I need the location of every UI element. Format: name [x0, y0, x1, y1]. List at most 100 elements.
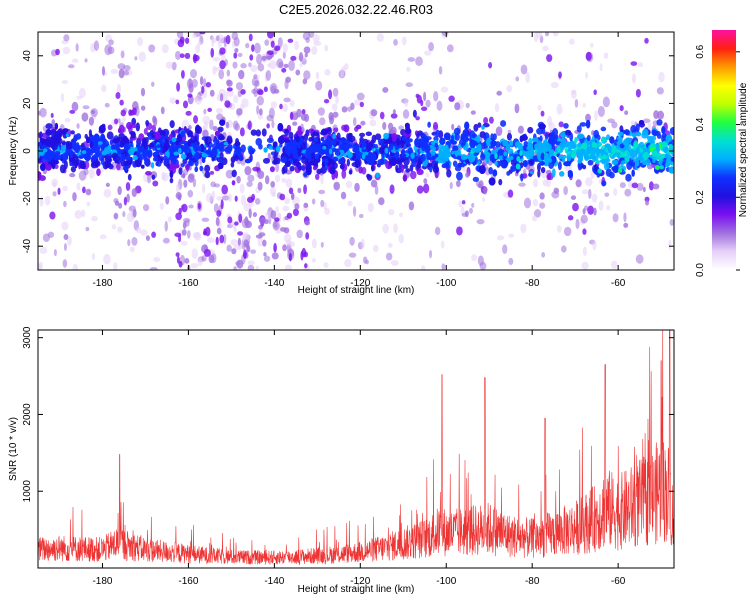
heatmap-cell — [507, 129, 512, 134]
heatmap-cell — [302, 78, 308, 85]
heatmap-cell — [561, 245, 567, 253]
heatmap-cell — [593, 89, 597, 96]
heatmap-cell — [237, 237, 241, 246]
heatmap-cell — [188, 204, 194, 209]
heatmap-cell — [608, 153, 614, 157]
heatmap-cell — [313, 137, 319, 143]
heatmap-cell — [315, 71, 320, 80]
heatmap-cell — [443, 149, 447, 156]
heatmap-cell — [184, 52, 191, 60]
heatmap-cell — [658, 160, 663, 166]
heatmap-cell — [45, 123, 53, 130]
heatmap-cell — [202, 129, 209, 139]
heatmap-cell — [635, 254, 644, 264]
heatmap-cell — [634, 158, 640, 167]
heatmap-cell — [240, 63, 247, 69]
heatmap-cell — [563, 226, 572, 237]
heatmap-cell — [234, 141, 241, 147]
heatmap-cell — [50, 137, 54, 143]
heatmap-cell — [598, 200, 604, 212]
heatmap-cell — [453, 127, 461, 135]
heatmap-cell — [55, 48, 60, 56]
heatmap-cell — [175, 191, 182, 200]
heatmap-cell — [191, 150, 196, 156]
heatmap-cell — [81, 112, 89, 122]
heatmap-cell — [539, 160, 545, 166]
snr-panel: -180 -160 -140 -120 -100 -80 -60 100020003000 … — [8, 326, 675, 595]
heatmap-cell — [450, 135, 455, 142]
heatmap-cell — [228, 193, 233, 203]
heatmap-cell — [72, 192, 77, 202]
heatmap-cell — [378, 147, 386, 155]
heatmap-cell — [636, 182, 644, 191]
heatmap-cell — [165, 132, 169, 138]
heatmap-cell — [387, 136, 393, 145]
heatmap-cell — [320, 241, 324, 248]
heatmap-cell — [353, 147, 357, 152]
heatmap-cell — [279, 143, 283, 148]
heatmap-cell — [55, 150, 61, 156]
heatmap-cell — [338, 158, 345, 164]
heatmap-cell — [256, 105, 260, 115]
heatmap-cell — [231, 248, 237, 255]
heatmap-cell — [247, 120, 252, 131]
heatmap-cell — [110, 68, 119, 74]
heatmap-cell — [619, 143, 625, 149]
heatmap-cell — [283, 63, 289, 68]
heatmap-cell — [457, 144, 462, 149]
heatmap-cell — [129, 246, 135, 253]
heatmap-cell — [39, 131, 43, 140]
heatmap-cell — [122, 211, 126, 218]
heatmap-cell — [440, 159, 445, 164]
heatmap-cell — [398, 125, 404, 131]
heatmap-cell — [464, 210, 469, 218]
colorbar-ticks: 0.0 0.2 0.4 0.6 — [695, 44, 740, 277]
heatmap-cell — [358, 213, 364, 219]
heatmap-cell — [374, 133, 382, 141]
heatmap-cell — [578, 155, 583, 163]
heatmap-cell — [523, 197, 532, 209]
heatmap-cell — [177, 39, 185, 48]
heatmap-cell — [233, 52, 238, 59]
heatmap-cell — [446, 152, 452, 158]
heatmap-cell — [305, 149, 311, 156]
heatmap-cell — [219, 47, 226, 55]
heatmap-cell — [262, 157, 271, 164]
heatmap-cell — [38, 149, 45, 157]
heatmap-cell — [490, 140, 497, 147]
heatmap-cell — [315, 80, 323, 91]
heatmap-cell — [178, 167, 183, 175]
heatmap-cell — [118, 149, 124, 154]
heatmap-cell — [506, 171, 511, 176]
heatmap-cell — [187, 264, 191, 270]
heatmap-cell — [69, 172, 76, 178]
heatmap-cell — [390, 259, 399, 266]
heatmap-cell — [219, 119, 226, 126]
heatmap-cell — [100, 133, 106, 143]
heatmap-cell — [292, 121, 298, 126]
heatmap-cell — [152, 180, 159, 187]
snr-x-ticks: -180 -160 -140 -120 -100 -80 -60 — [92, 330, 626, 587]
heatmap-cell — [219, 93, 224, 102]
heatmap-cell — [443, 132, 451, 140]
heatmap-cell — [333, 181, 341, 191]
heatmap-cell — [248, 62, 252, 68]
heatmap-cell — [78, 170, 87, 181]
heatmap-cell — [383, 132, 390, 140]
heatmap-cell — [626, 160, 633, 170]
heatmap-cell — [239, 127, 245, 137]
heatmap-cell — [309, 160, 317, 166]
heatmap-cell — [311, 198, 316, 205]
heatmap-cell — [328, 148, 333, 155]
heatmap-cell — [315, 173, 320, 181]
heatmap-cell — [642, 128, 649, 136]
heatmap-cell — [458, 200, 463, 208]
heatmap-cell — [549, 149, 555, 156]
heatmap-cell — [115, 92, 121, 100]
heatmap-cell — [121, 117, 126, 123]
heatmap-cell — [154, 131, 161, 141]
heatmap-cell — [570, 89, 577, 95]
heatmap-cell — [471, 202, 475, 208]
heatmap-cell — [113, 262, 118, 270]
heatmap-cell — [286, 212, 293, 219]
